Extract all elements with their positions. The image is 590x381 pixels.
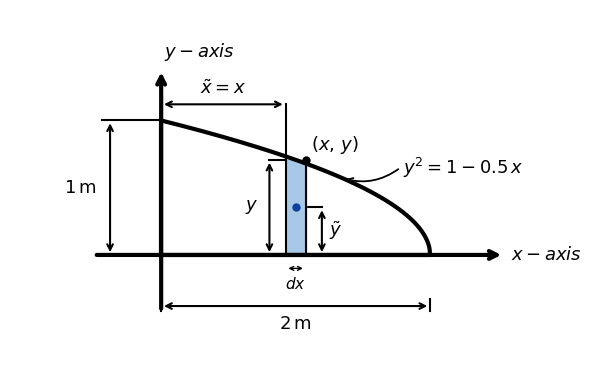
Text: $\tilde{x}=x$: $\tilde{x}=x$ bbox=[201, 79, 247, 98]
Text: $y$: $y$ bbox=[245, 199, 258, 216]
Text: $x-axis$: $x-axis$ bbox=[511, 246, 582, 264]
Text: $2\,\mathrm{m}$: $2\,\mathrm{m}$ bbox=[280, 315, 312, 333]
Text: $dx$: $dx$ bbox=[285, 277, 306, 293]
Text: $y^2 = 1-0.5\,x$: $y^2 = 1-0.5\,x$ bbox=[403, 155, 524, 179]
Bar bbox=[286, 160, 306, 255]
Text: $1\,\mathrm{m}$: $1\,\mathrm{m}$ bbox=[64, 179, 97, 197]
Text: $(x,\,y)$: $(x,\,y)$ bbox=[311, 134, 359, 157]
Text: $\tilde{y}$: $\tilde{y}$ bbox=[329, 220, 342, 242]
Text: $y-axis$: $y-axis$ bbox=[164, 41, 235, 62]
